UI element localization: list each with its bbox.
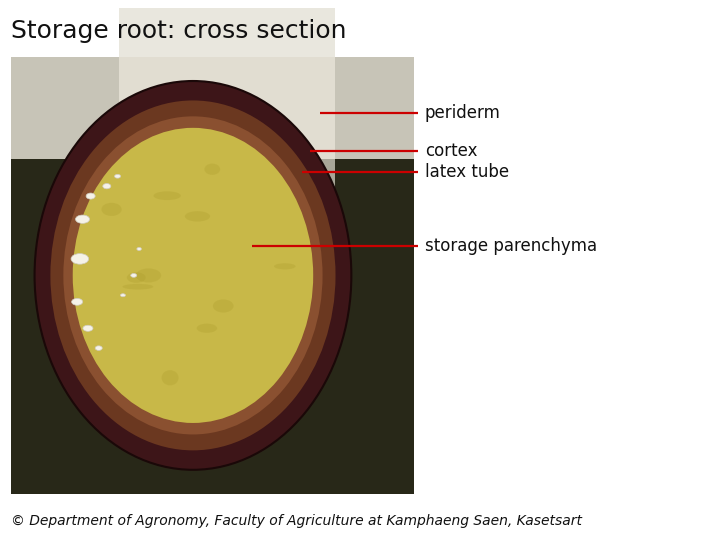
Ellipse shape xyxy=(204,164,220,175)
Ellipse shape xyxy=(71,299,83,305)
Ellipse shape xyxy=(185,211,210,221)
Ellipse shape xyxy=(95,346,102,350)
Ellipse shape xyxy=(131,273,137,277)
Text: periderm: periderm xyxy=(425,104,500,123)
Ellipse shape xyxy=(102,203,122,216)
Ellipse shape xyxy=(35,81,351,470)
Ellipse shape xyxy=(122,284,153,289)
Bar xyxy=(11,57,414,494)
Ellipse shape xyxy=(103,184,111,189)
Ellipse shape xyxy=(137,247,141,251)
Ellipse shape xyxy=(197,323,217,333)
Ellipse shape xyxy=(127,272,145,283)
Ellipse shape xyxy=(114,174,120,178)
Ellipse shape xyxy=(274,263,296,269)
Ellipse shape xyxy=(153,191,181,200)
Text: storage parenchyma: storage parenchyma xyxy=(425,237,597,255)
Text: latex tube: latex tube xyxy=(425,163,509,181)
Bar xyxy=(11,57,414,159)
Ellipse shape xyxy=(86,193,95,199)
Ellipse shape xyxy=(73,128,313,423)
Ellipse shape xyxy=(71,254,89,264)
Ellipse shape xyxy=(50,100,336,450)
Ellipse shape xyxy=(136,268,161,282)
Ellipse shape xyxy=(213,299,233,313)
Ellipse shape xyxy=(83,325,93,332)
Text: Storage root: cross section: Storage root: cross section xyxy=(11,19,346,43)
Ellipse shape xyxy=(161,370,179,386)
Text: cortex: cortex xyxy=(425,142,477,160)
Ellipse shape xyxy=(120,294,125,297)
Ellipse shape xyxy=(63,116,323,435)
Ellipse shape xyxy=(76,215,89,224)
Bar xyxy=(119,8,335,197)
Text: © Department of Agronomy, Faculty of Agriculture at Kamphaeng Saen, Kasetsart: © Department of Agronomy, Faculty of Agr… xyxy=(11,514,582,528)
